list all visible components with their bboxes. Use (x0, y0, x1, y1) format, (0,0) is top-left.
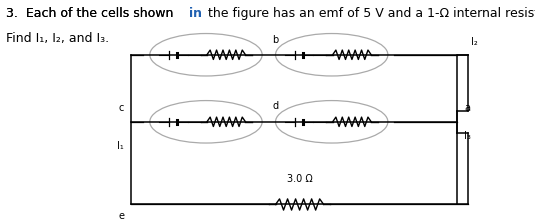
Text: the figure has an emf of 5 V and a 1-Ω internal resistance.: the figure has an emf of 5 V and a 1-Ω i… (204, 7, 535, 20)
Text: a: a (464, 103, 470, 113)
Text: in: in (189, 7, 202, 20)
Text: I₃: I₃ (464, 131, 471, 141)
Text: 3.0 Ω: 3.0 Ω (287, 174, 312, 184)
Text: 3.  Each of the cells shown: 3. Each of the cells shown (6, 7, 178, 20)
Text: 3.  Each of the cells shown: 3. Each of the cells shown (6, 7, 178, 20)
Text: I₁: I₁ (117, 141, 124, 151)
Text: e: e (118, 211, 124, 221)
Text: 3.  Each of the cells shown in: 3. Each of the cells shown in (6, 7, 189, 20)
Text: b: b (272, 35, 279, 45)
Text: c: c (119, 103, 124, 113)
Text: I₂: I₂ (471, 37, 478, 47)
Text: d: d (272, 101, 279, 111)
Text: Find I₁, I₂, and I₃.: Find I₁, I₂, and I₃. (6, 32, 110, 45)
